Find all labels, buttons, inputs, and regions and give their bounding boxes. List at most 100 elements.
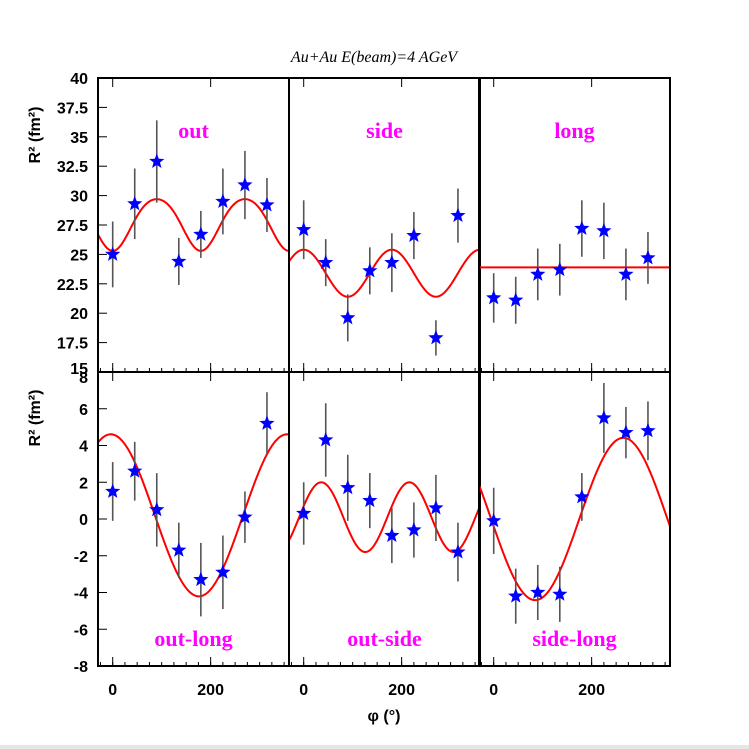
data-point (406, 227, 422, 243)
fit-curve (98, 198, 289, 252)
data-point (318, 431, 334, 447)
data-point (318, 254, 334, 270)
data-point (508, 588, 524, 603)
data-point (259, 197, 275, 212)
data-point (149, 153, 165, 168)
data-point (530, 584, 546, 599)
data-point (340, 309, 356, 325)
y-tick-label: 15 (70, 361, 88, 378)
data-point (362, 262, 378, 278)
panel-frame (288, 371, 481, 667)
data-point (296, 505, 312, 520)
data-point (340, 479, 356, 495)
data-point (171, 253, 187, 268)
data-point (105, 246, 121, 261)
data-point (450, 207, 466, 223)
y-tick-label: 40 (70, 71, 88, 88)
y-axis-label-bottom: R² (fm²) (27, 390, 44, 447)
y-tick-label: 20 (70, 306, 88, 323)
data-point (618, 424, 634, 440)
panel-label: out-long (154, 626, 232, 651)
x-tick-label: 200 (578, 682, 605, 699)
data-point (171, 542, 187, 557)
panel-side-long: side-long (478, 371, 671, 667)
data-point (406, 522, 422, 537)
data-point (384, 527, 400, 543)
data-point (508, 292, 524, 307)
panel-label: long (554, 118, 594, 143)
panels: out side long out-long out-side side-long (97, 77, 671, 667)
y-tick-label: 0 (79, 512, 88, 529)
data-point (193, 571, 209, 587)
y-tick-label: 17.5 (57, 336, 88, 353)
data-point (596, 222, 612, 238)
y-tick-label: 22.5 (57, 277, 88, 294)
y-tick-label: 25 (70, 247, 88, 264)
data-point (640, 249, 656, 265)
y-tick-label: 6 (79, 402, 88, 419)
fit-curve (289, 248, 480, 298)
y-tick-label: -4 (74, 586, 88, 603)
y-tick-label: 30 (70, 189, 88, 206)
data-point (428, 499, 444, 515)
fit-curve (479, 436, 670, 602)
data-point (384, 254, 400, 270)
panel-label: out-side (347, 626, 422, 651)
data-point (127, 463, 143, 478)
panel-label: side-long (532, 626, 616, 651)
panel-label: out (178, 118, 209, 143)
data-point (450, 544, 466, 559)
y-tick-label: -2 (74, 549, 88, 566)
panel-out-side: out-side (288, 371, 481, 667)
data-point (237, 177, 253, 192)
y-axis-label-top: R² (fm²) (27, 107, 44, 164)
x-axis-label: φ (°) (368, 708, 401, 725)
x-tick-label: 0 (489, 682, 498, 699)
panel-label: side (366, 118, 403, 143)
bottom-rule (0, 745, 749, 749)
data-point (149, 501, 165, 517)
data-point (296, 221, 312, 237)
panel-out: out (97, 77, 290, 373)
x-tick-label: 200 (388, 682, 415, 699)
y-tick-label: -8 (74, 659, 88, 676)
data-point (105, 483, 121, 498)
y-tick-label: 27.5 (57, 218, 88, 235)
y-tick-label: 2 (79, 475, 88, 492)
panel-frame (97, 371, 290, 667)
data-point (486, 289, 502, 305)
axes-text: 17.52022.52527.53032.53537.54015-8-6-4-2… (27, 71, 605, 725)
data-point (574, 488, 590, 504)
panel-out-long: out-long (97, 371, 290, 667)
x-tick-label: 200 (197, 682, 224, 699)
y-tick-label: 4 (79, 439, 88, 456)
x-tick-label: 0 (108, 682, 117, 699)
chart-title: Au+Au E(beam)=4 AGeV (290, 49, 459, 66)
data-point (552, 261, 568, 277)
y-tick-label: 35 (70, 130, 88, 147)
data-point (618, 266, 634, 281)
data-point (237, 509, 253, 524)
data-point (428, 329, 444, 345)
data-point (486, 512, 502, 528)
panel-long: long (478, 77, 671, 373)
y-tick-label: 32.5 (57, 159, 88, 176)
data-point (640, 422, 656, 438)
fit-curve (98, 433, 289, 598)
fit-curve (289, 481, 480, 554)
y-tick-label: 8 (79, 370, 88, 387)
data-point (552, 586, 568, 601)
panel-frame (478, 371, 671, 667)
data-point (596, 409, 612, 425)
data-point (215, 564, 231, 579)
y-tick-label: 37.5 (57, 100, 88, 117)
data-point (215, 193, 231, 208)
data-point (127, 195, 143, 211)
data-point (259, 415, 275, 430)
data-point (574, 220, 590, 235)
panel-side: side (288, 77, 481, 373)
data-point (362, 492, 378, 508)
data-point (193, 226, 209, 241)
x-tick-label: 0 (299, 682, 308, 699)
